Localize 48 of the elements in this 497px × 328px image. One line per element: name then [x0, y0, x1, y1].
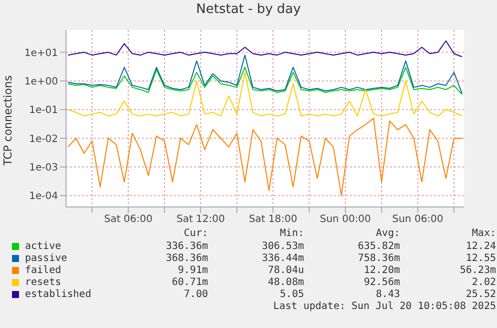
y-tick-label: 1e-04: [29, 191, 58, 202]
y-tick-label: 1e+00: [24, 76, 58, 88]
x-tick-label: Sun 00:00: [320, 214, 371, 226]
text: 758.36m: [356, 252, 400, 264]
legend-label: passive: [25, 252, 68, 264]
line-series: [68, 40, 462, 58]
line-series: [68, 72, 462, 116]
text: 12.24: [464, 240, 496, 252]
text: 336.36m: [164, 240, 208, 252]
text: 306.53m: [260, 240, 304, 252]
text: 8.43: [374, 288, 400, 300]
chart-title: Netstat - by day: [195, 2, 302, 17]
text: 25.52: [464, 288, 496, 300]
text: 60.71m: [170, 276, 208, 288]
text: 92.56m: [362, 276, 400, 288]
legend-label: active: [25, 240, 62, 252]
text: Max:: [470, 228, 496, 240]
x-tick-label: Sat 06:00: [104, 214, 153, 226]
text: 5.05: [278, 288, 304, 300]
x-tick-label: Sun 06:00: [392, 214, 444, 226]
text: 7.00: [182, 288, 208, 300]
text: 48.08m: [266, 276, 304, 288]
legend-label: resets: [25, 276, 62, 288]
line-series: [68, 118, 462, 196]
y-tick-label: 1e-01: [29, 105, 58, 116]
legend-label: failed: [25, 264, 62, 276]
x-tick-label: Sat 12:00: [176, 214, 225, 226]
text: 12.55: [464, 252, 496, 264]
line-series: [68, 54, 462, 94]
y-tick-label: 1e-02: [29, 134, 58, 145]
text: Cur:: [182, 228, 208, 240]
y-tick-label: 1e+01: [24, 48, 58, 59]
text: 56.23m: [458, 264, 496, 276]
text: Min:: [278, 228, 304, 240]
text: 2.02: [470, 276, 496, 288]
text: Avg:: [374, 228, 400, 240]
line-series: [68, 66, 462, 95]
y-tick-label: 1e-03: [29, 162, 58, 174]
text: 635.82m: [356, 240, 400, 252]
text: Last update: Sun Jul 20 10:05:08 2025: [272, 301, 496, 312]
legend-label: established: [25, 288, 92, 300]
text: 368.36m: [164, 252, 208, 264]
text: 12.20m: [362, 264, 400, 276]
text: 78.04u: [266, 264, 304, 276]
text: 336.44m: [260, 252, 304, 264]
y-axis-title: TCP connections: [2, 74, 15, 166]
x-tick-label: Sat 18:00: [248, 214, 298, 226]
text: 9.91m: [176, 264, 208, 276]
